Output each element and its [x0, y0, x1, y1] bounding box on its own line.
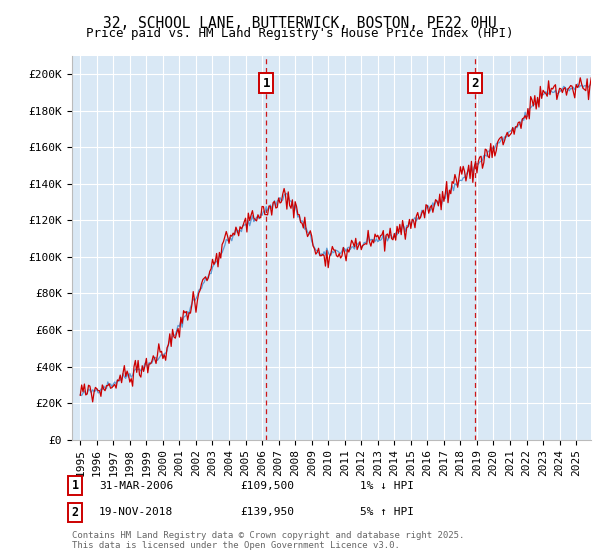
Text: 1: 1	[262, 77, 270, 90]
Text: 19-NOV-2018: 19-NOV-2018	[99, 507, 173, 517]
Text: Price paid vs. HM Land Registry's House Price Index (HPI): Price paid vs. HM Land Registry's House …	[86, 27, 514, 40]
Text: 2: 2	[71, 506, 79, 519]
Text: £109,500: £109,500	[240, 480, 294, 491]
Text: 1% ↓ HPI: 1% ↓ HPI	[360, 480, 414, 491]
Text: 1: 1	[71, 479, 79, 492]
Text: Contains HM Land Registry data © Crown copyright and database right 2025.
This d: Contains HM Land Registry data © Crown c…	[72, 530, 464, 550]
Text: 31-MAR-2006: 31-MAR-2006	[99, 480, 173, 491]
Text: £139,950: £139,950	[240, 507, 294, 517]
Text: 32, SCHOOL LANE, BUTTERWICK, BOSTON, PE22 0HU: 32, SCHOOL LANE, BUTTERWICK, BOSTON, PE2…	[103, 16, 497, 31]
Text: 5% ↑ HPI: 5% ↑ HPI	[360, 507, 414, 517]
Text: 2: 2	[471, 77, 479, 90]
